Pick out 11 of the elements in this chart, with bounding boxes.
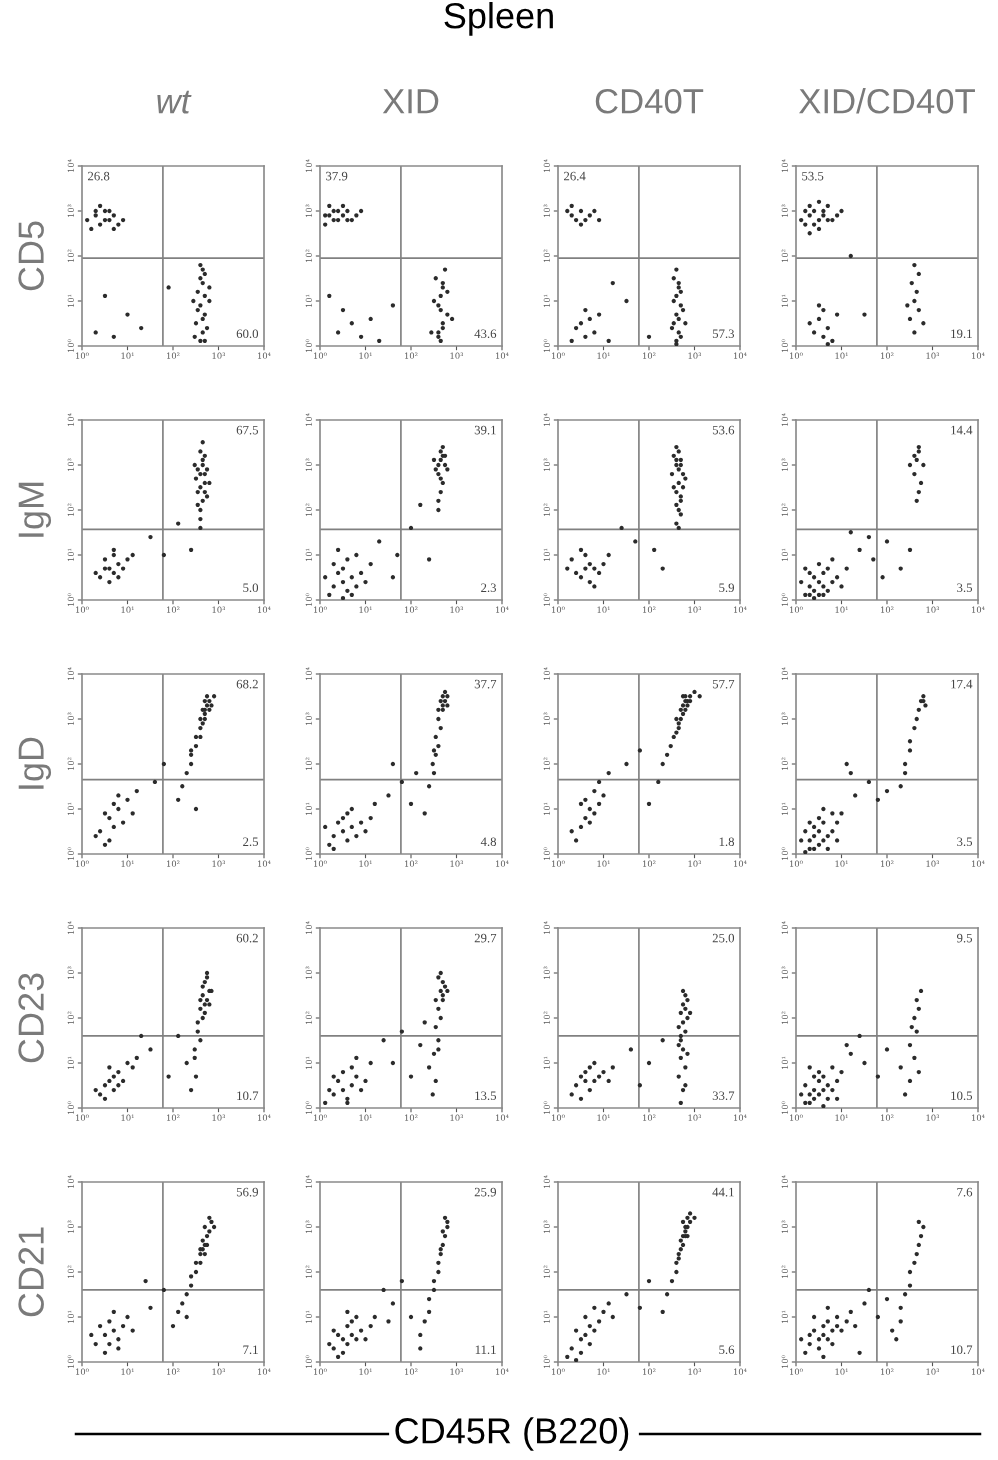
y-axis-title: IgD [18, 737, 52, 789]
chart-title: XID [382, 89, 439, 114]
text: Spleen [444, 2, 553, 36]
y-axis-title: CD23 [18, 973, 44, 1063]
text: CD45R (B220) [395, 1417, 629, 1451]
y-axis-title: CD5 [18, 221, 44, 291]
y-axis-title: IgM [18, 482, 52, 537]
chart-title: XID/CD40T [799, 88, 975, 114]
chart-title: CD40T [595, 88, 704, 114]
y-axis-title: CD21 [18, 1227, 44, 1317]
chart-title: wt [157, 90, 192, 114]
